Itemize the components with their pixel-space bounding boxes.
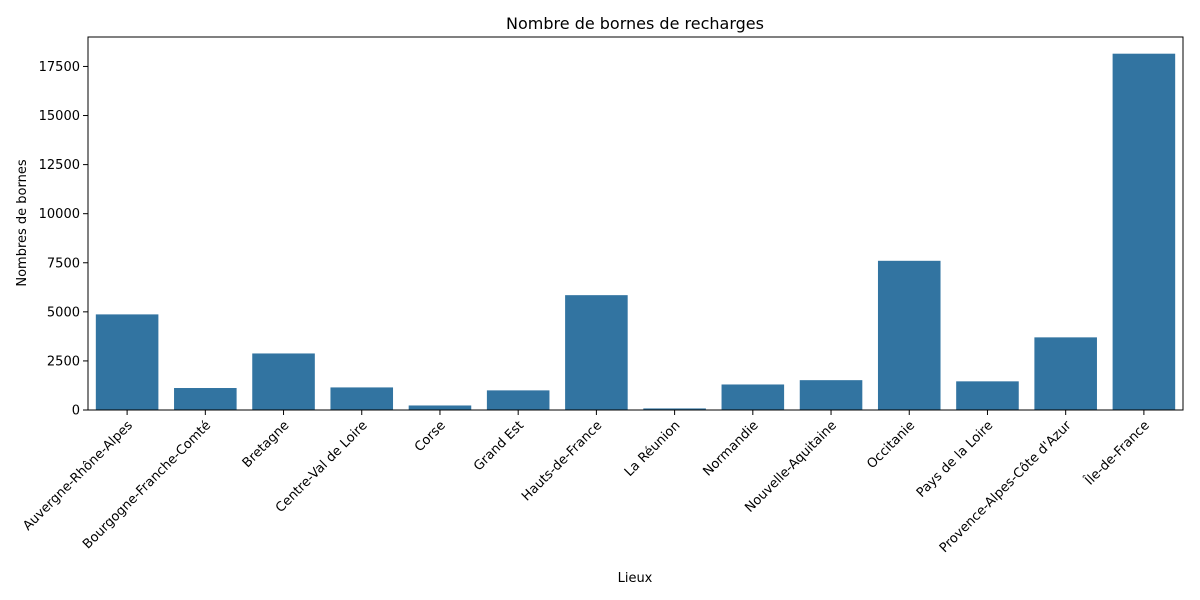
bar	[486, 390, 550, 410]
bar	[799, 380, 863, 410]
chart-title: Nombre de bornes de recharges	[506, 14, 764, 33]
y-tick-label: 2500	[47, 354, 80, 369]
x-axis: Auvergne-Rhône-AlpesBourgogne-Franche-Co…	[20, 410, 1153, 556]
x-tick-label: Grand Est	[471, 418, 527, 474]
x-tick-label: Bourgogne-Franche-Comté	[80, 418, 214, 552]
bar	[252, 353, 315, 410]
bar	[877, 260, 941, 410]
y-axis-label: Nombres de bornes	[15, 159, 30, 286]
y-tick-label: 10000	[39, 207, 80, 222]
bar	[1112, 53, 1176, 410]
bar	[956, 381, 1019, 410]
y-tick-label: 12500	[39, 158, 80, 173]
x-tick-label: Corse	[412, 418, 449, 455]
bar	[408, 405, 472, 410]
y-tick-label: 7500	[47, 256, 80, 271]
x-tick-label: Pays de la Loire	[914, 418, 996, 500]
x-tick-label: Hauts-de-France	[519, 418, 605, 504]
bar	[95, 314, 159, 410]
bar	[565, 295, 628, 410]
x-tick-label: Occitanie	[864, 418, 918, 472]
bar	[1034, 337, 1097, 410]
y-axis: 0 2500 5000 7500 10000 12500 15000 17500	[39, 60, 88, 419]
x-tick-label: Bretagne	[240, 418, 293, 471]
bars-layer	[95, 53, 1176, 410]
x-tick-label: Île-de-France	[1081, 418, 1153, 490]
y-tick-label: 5000	[47, 305, 80, 320]
plot-frame	[87, 36, 1184, 411]
bar	[721, 384, 785, 410]
bar	[330, 387, 394, 410]
x-tick-label: Normandie	[700, 418, 761, 479]
y-tick-label: 0	[72, 404, 80, 419]
x-tick-label: Provence-Alpes-Côte d'Azur	[937, 418, 1075, 556]
x-tick-label: La Réunion	[622, 418, 684, 480]
x-axis-label: Lieux	[618, 571, 653, 586]
y-tick-label: 15000	[39, 109, 80, 124]
bar	[643, 408, 706, 410]
y-tick-label: 17500	[39, 60, 80, 75]
bar	[174, 388, 237, 410]
